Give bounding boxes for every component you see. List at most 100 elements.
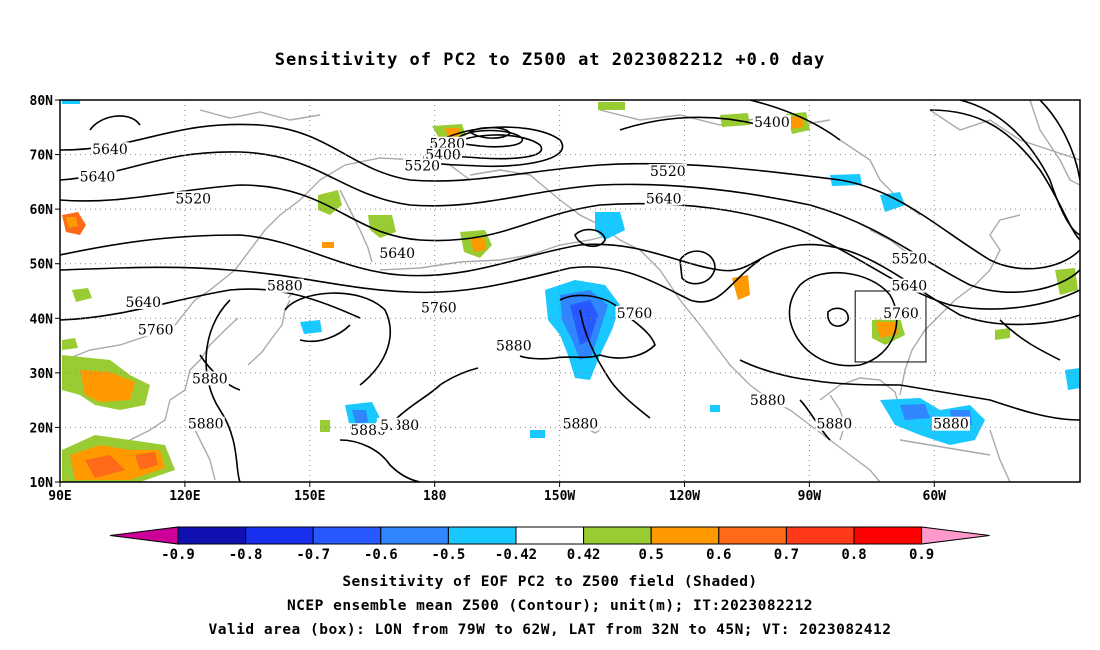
- longitude-axis: 90E 120E 150E 180 150W 120W 90W 60W: [48, 482, 946, 504]
- lon-tick-label: 150E: [294, 489, 325, 504]
- contour-label-bg: [403, 158, 442, 173]
- contour-label: 5.: [380, 418, 393, 434]
- contour-label-bg: [648, 164, 687, 179]
- colorbar-segment: [245, 526, 314, 545]
- contour-label-bg: [615, 305, 654, 320]
- lon-tick-label: 60W: [923, 489, 947, 504]
- gridlines: [60, 100, 1080, 482]
- contour-label: 5760: [138, 322, 174, 338]
- colorbar-label: 0.42: [567, 547, 601, 563]
- colorbar-end-right: [921, 526, 990, 545]
- colorbar-segment: [177, 526, 247, 545]
- contour-label-bg: [378, 245, 417, 260]
- lat-tick-label: 30N: [30, 367, 54, 382]
- contour-label-bg: [419, 300, 458, 315]
- colorbar-segment: [650, 526, 720, 545]
- contour-label-bg: [124, 295, 163, 310]
- lat-tick-label: 80N: [30, 94, 54, 109]
- contour-label: 5640: [891, 279, 927, 295]
- colorbar-label: -0.6: [364, 547, 398, 563]
- colorbar-segment: [447, 526, 517, 545]
- contour-label-bg: [881, 305, 920, 320]
- colorbar-label: -0.42: [495, 547, 537, 563]
- contour-label: 5880: [188, 417, 224, 433]
- contour-label: 5520: [650, 164, 686, 180]
- map-title: Sensitivity of PC2 to Z500 at 2023082212…: [274, 50, 826, 70]
- contour-label: 5880: [496, 339, 532, 355]
- contour-label-bg: [815, 416, 854, 431]
- colorbar-segment: [515, 526, 585, 545]
- colorbar: -0.9 -0.8 -0.7 -0.6 -0.5 -0.42 0.42 0.5 0.6 0.7 0.…: [109, 526, 990, 563]
- colorbar-segment: [380, 526, 449, 545]
- colorbar-end-left: [109, 526, 179, 545]
- contour-label: 5880: [192, 371, 228, 387]
- colorbar-segment: [583, 526, 652, 545]
- colorbar-label: -0.5: [432, 547, 466, 563]
- colorbar-segment: [785, 526, 855, 545]
- contour-label: 5880: [267, 279, 303, 295]
- contour-label-bg: [428, 136, 467, 151]
- colorbar-label: -0.8: [229, 547, 263, 563]
- colorbar-label: -0.7: [296, 547, 330, 563]
- contour-label: 5760: [421, 300, 457, 316]
- contour-label-bg: [752, 114, 791, 129]
- contour-label-bg: [376, 417, 397, 432]
- lat-tick-label: 10N: [30, 476, 54, 491]
- contour-label: 5880: [817, 417, 853, 433]
- colorbar-segment: [718, 526, 787, 545]
- lat-tick-label: 50N: [30, 258, 54, 273]
- colorbar-label: -0.9: [161, 547, 195, 563]
- contour-label: 5520: [175, 191, 211, 207]
- colorbar-label: 0.7: [774, 547, 799, 563]
- colorbar-label: 0.6: [706, 547, 731, 563]
- contour-label: 5880: [563, 417, 599, 433]
- shading-negative: [62, 100, 1080, 445]
- caption-line-2: NCEP ensemble mean Z500 (Contour); unit(…: [286, 598, 814, 614]
- lon-tick-label: 90E: [48, 489, 71, 504]
- z500-contours: [60, 100, 1080, 482]
- contour-label: 5520: [404, 159, 440, 175]
- contour-label-bg: [174, 191, 213, 206]
- contour-label: 5400: [754, 115, 790, 131]
- contour-label-bg: [190, 371, 229, 386]
- caption-line-1: Sensitivity of EOF PC2 to Z500 field (Sh…: [342, 574, 758, 590]
- lon-tick-label: 150W: [544, 489, 575, 504]
- map-frame: [59, 99, 1081, 483]
- contour-label-bg: [644, 191, 683, 206]
- contour-label-bg: [424, 147, 463, 162]
- contour-label: 5640: [646, 191, 682, 207]
- caption-line-3: Valid area (box): LON from 79W to 62W, L…: [208, 622, 892, 638]
- contour-label-bg: [748, 393, 787, 408]
- latitude-axis: 80N 70N 60N 50N 40N 30N 20N 10N: [30, 94, 60, 491]
- lon-tick-label: 90W: [798, 489, 822, 504]
- contour-label-bg: [890, 278, 929, 293]
- lon-tick-label: 120W: [669, 489, 700, 504]
- colorbar-segment: [853, 526, 923, 545]
- contour-label: 5760: [617, 306, 653, 322]
- contour-labels: 5640 5640 5520 5640 5760 5880 5880 5880 5640 5760…: [78, 114, 970, 439]
- contour-label-bg: [265, 278, 304, 293]
- lon-tick-label: 180: [423, 489, 447, 504]
- contour-label-bg: [90, 142, 129, 157]
- colorbar-label: 0.9: [909, 547, 934, 563]
- contour-label: 5520: [891, 251, 927, 267]
- contour-label: 5880: [750, 393, 786, 409]
- contour-label-bg: [78, 169, 117, 184]
- colorbar-label: 0.5: [639, 547, 664, 563]
- lon-tick-label: 120E: [169, 489, 200, 504]
- lat-tick-label: 60N: [30, 203, 54, 218]
- contour-label: 5880: [933, 417, 969, 433]
- contour-label-bg: [494, 338, 533, 353]
- contour-label: 5640: [80, 169, 116, 185]
- colorbar-segment: [312, 526, 382, 545]
- contour-label: 5640: [125, 295, 161, 311]
- contour-label: 5640: [92, 142, 128, 158]
- colorbar-label: 0.8: [841, 547, 866, 563]
- lat-tick-label: 40N: [30, 312, 54, 327]
- shading-positive: [62, 102, 1078, 482]
- lat-tick-label: 70N: [30, 149, 54, 164]
- contour-label: 5760: [883, 306, 919, 322]
- lat-tick-label: 20N: [30, 421, 54, 436]
- contour-label-bg: [136, 322, 175, 337]
